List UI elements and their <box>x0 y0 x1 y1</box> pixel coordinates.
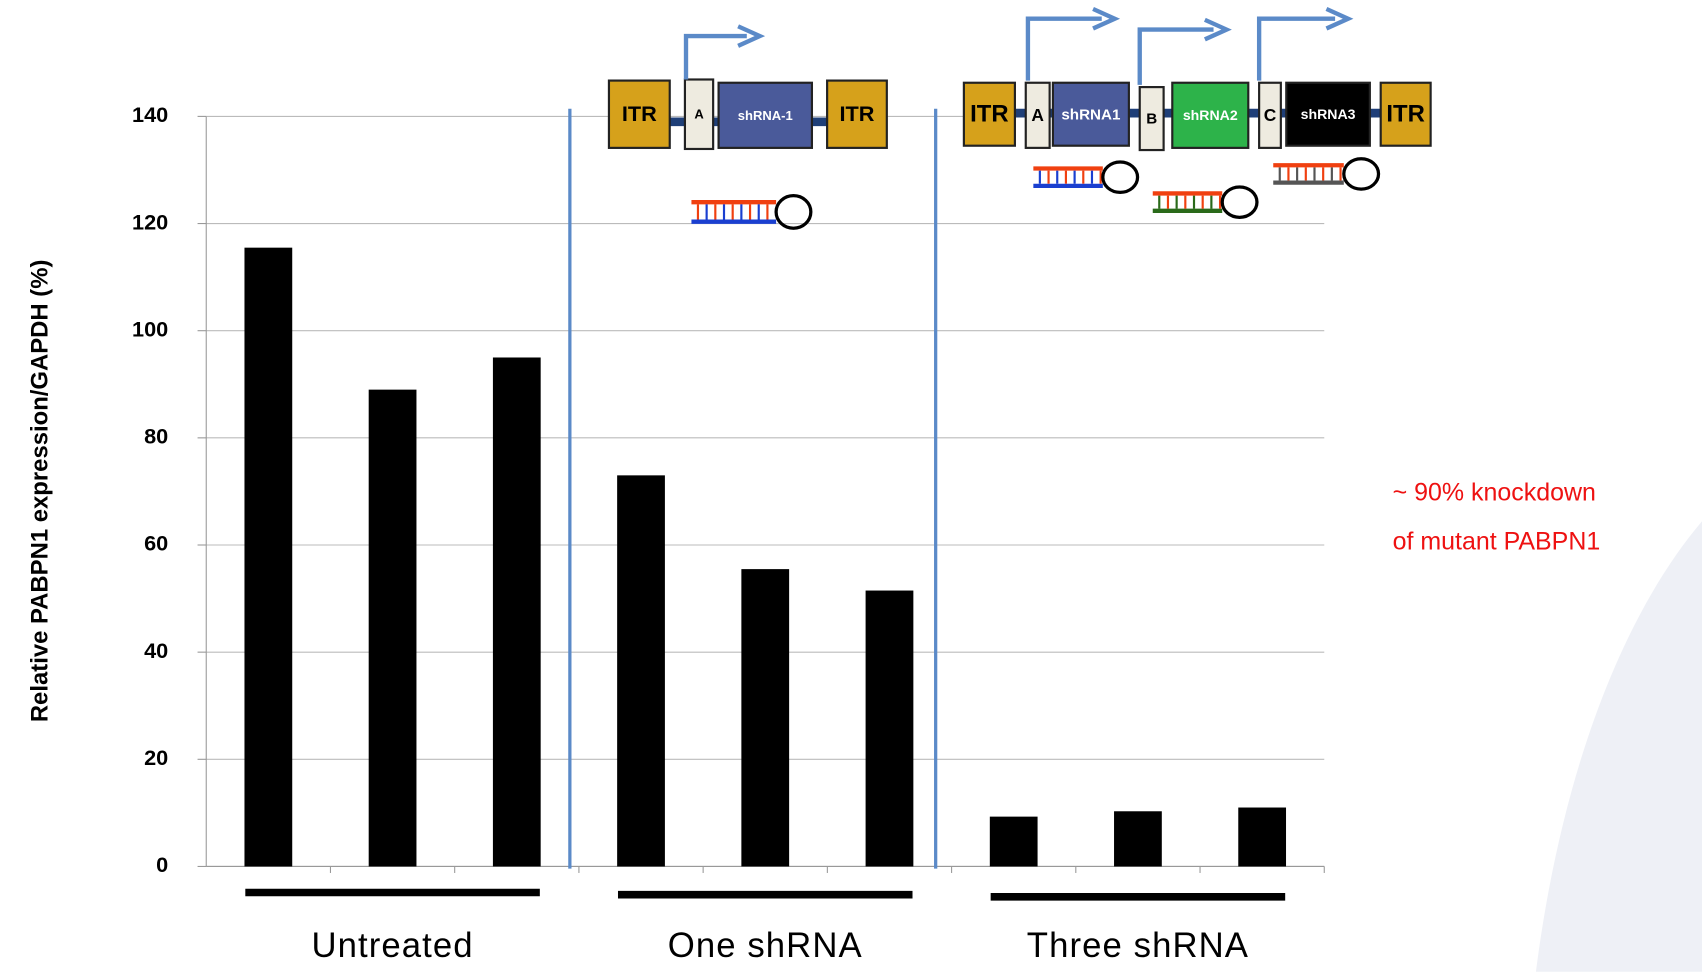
y-tick-label: 100 <box>132 316 168 341</box>
y-tick-label: 0 <box>156 852 168 877</box>
construct-label: shRNA1 <box>1061 106 1121 123</box>
promoter-arrow <box>686 36 747 79</box>
y-tick-label: 120 <box>132 209 168 234</box>
bar <box>866 591 914 867</box>
construct-label: ITR <box>970 101 1008 128</box>
bar <box>493 357 541 866</box>
bar <box>1114 811 1162 866</box>
y-tick-label: 140 <box>132 102 168 127</box>
construct-label: ITR <box>622 101 657 126</box>
y-axis-title: Relative PABPN1 expression/GAPDH (%) <box>27 260 54 723</box>
construct-label: A <box>694 107 704 122</box>
annotation: of mutant PABPN1 <box>1393 528 1601 556</box>
bar <box>617 475 665 866</box>
bar <box>741 569 789 866</box>
construct-label: B <box>1146 111 1157 128</box>
construct-label: A <box>1031 105 1044 125</box>
promoter-arrow <box>1028 19 1102 81</box>
hairpin-loop <box>1103 162 1138 192</box>
promoter-arrow <box>1259 19 1335 81</box>
group-label: Three shRNA <box>1027 927 1249 965</box>
construct-label: shRNA2 <box>1183 107 1238 123</box>
group-label: One shRNA <box>668 927 863 965</box>
bar <box>244 248 292 867</box>
promoter-arrow <box>1140 30 1214 85</box>
construct-label: ITR <box>840 101 875 126</box>
group-label: Untreated <box>311 927 473 965</box>
construct-label: C <box>1264 105 1277 125</box>
hairpin-loop <box>1344 159 1379 189</box>
bar <box>369 390 417 867</box>
hairpin-loop <box>1222 187 1257 217</box>
bar <box>990 817 1038 867</box>
annotation: ~ 90% knockdown <box>1393 479 1596 507</box>
y-tick-label: 20 <box>144 745 168 770</box>
page: Relative PABPN1 expression/GAPDH (%) ~ 9… <box>0 0 1702 972</box>
construct-label: shRNA-1 <box>738 108 793 123</box>
y-tick-label: 40 <box>144 638 168 663</box>
bar <box>1238 808 1286 867</box>
y-tick-label: 80 <box>144 424 168 449</box>
decor-shape <box>1536 521 1702 971</box>
chart: Relative PABPN1 expression/GAPDH (%) ~ 9… <box>0 0 1702 972</box>
construct-label: shRNA3 <box>1301 106 1356 122</box>
construct-label: ITR <box>1386 101 1424 128</box>
y-tick-label: 60 <box>144 531 168 556</box>
